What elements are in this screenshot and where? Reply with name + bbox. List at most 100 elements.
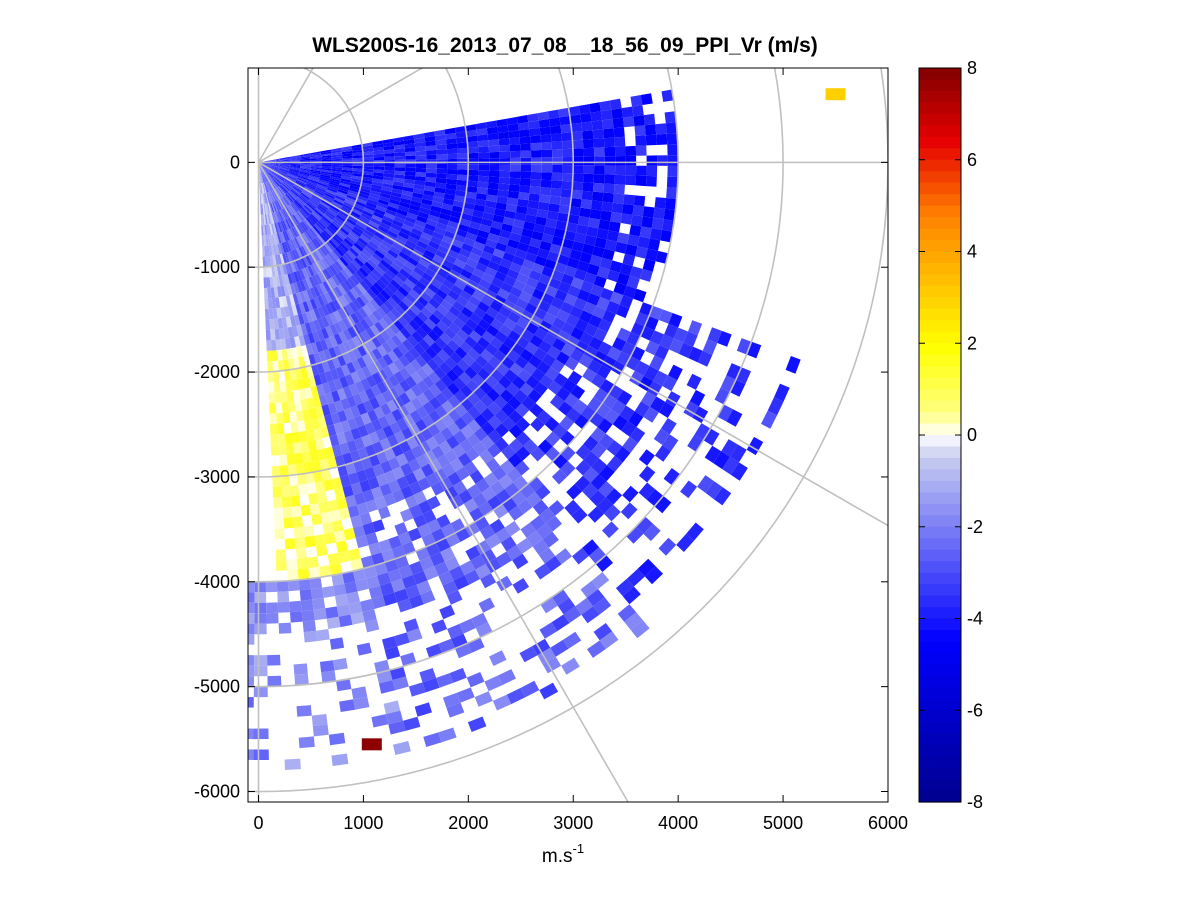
velocity-cell bbox=[480, 295, 494, 307]
velocity-cell bbox=[335, 540, 349, 553]
velocity-cell bbox=[649, 330, 665, 345]
velocity-cell bbox=[329, 222, 340, 232]
velocity-cell bbox=[477, 140, 489, 147]
velocity-cell bbox=[331, 170, 342, 174]
velocity-cell bbox=[626, 275, 640, 289]
velocity-cell bbox=[431, 201, 443, 208]
velocity-cell bbox=[373, 166, 385, 171]
velocity-cell bbox=[623, 116, 635, 128]
velocity-cell bbox=[554, 262, 567, 274]
velocity-cell bbox=[406, 212, 418, 220]
velocity-cell bbox=[293, 526, 305, 539]
velocity-cell bbox=[320, 293, 329, 305]
velocity-cell bbox=[287, 262, 294, 274]
velocity-cell bbox=[268, 266, 273, 278]
velocity-cell bbox=[282, 412, 291, 424]
velocity-cell bbox=[333, 422, 344, 435]
velocity-cell bbox=[517, 369, 532, 383]
velocity-cell bbox=[666, 133, 678, 145]
velocity-cell bbox=[520, 680, 540, 698]
velocity-cell bbox=[325, 325, 334, 338]
velocity-cell bbox=[363, 166, 374, 170]
velocity-cell bbox=[580, 112, 592, 123]
velocity-cell bbox=[483, 206, 496, 215]
velocity-cell bbox=[556, 351, 570, 365]
velocity-cell bbox=[576, 260, 590, 273]
velocity-cell bbox=[434, 379, 448, 393]
velocity-cell bbox=[416, 367, 429, 381]
velocity-cell bbox=[310, 151, 321, 155]
velocity-cell bbox=[349, 231, 360, 240]
velocity-cell bbox=[587, 640, 606, 658]
velocity-cell bbox=[384, 166, 395, 171]
velocity-cell bbox=[415, 146, 426, 152]
velocity-cell bbox=[436, 222, 448, 231]
velocity-cell bbox=[527, 113, 539, 123]
velocity-cell bbox=[604, 409, 620, 425]
velocity-cell bbox=[351, 146, 363, 151]
velocity-cell bbox=[515, 403, 530, 418]
velocity-cell bbox=[289, 189, 299, 198]
velocity-cell bbox=[451, 364, 465, 378]
velocity-cell bbox=[265, 170, 273, 179]
velocity-cell bbox=[478, 597, 495, 613]
velocity-cell bbox=[291, 379, 299, 391]
velocity-cell bbox=[274, 265, 279, 277]
velocity-cell bbox=[397, 286, 409, 297]
colorbar-step bbox=[919, 366, 961, 379]
velocity-cell bbox=[417, 523, 432, 538]
velocity-cell bbox=[275, 538, 286, 550]
velocity-cell bbox=[603, 183, 615, 194]
velocity-cell bbox=[382, 138, 394, 144]
velocity-cell bbox=[446, 148, 458, 155]
velocity-cell bbox=[492, 214, 505, 224]
velocity-cell bbox=[384, 212, 396, 220]
velocity-cell bbox=[268, 160, 280, 162]
velocity-cell bbox=[363, 154, 374, 158]
velocity-cell bbox=[337, 189, 348, 195]
velocity-cell bbox=[279, 156, 290, 160]
velocity-cell bbox=[294, 452, 304, 465]
velocity-cell bbox=[361, 179, 373, 185]
velocity-cell bbox=[509, 286, 523, 298]
velocity-cell bbox=[300, 158, 311, 161]
velocity-cell bbox=[307, 179, 319, 184]
velocity-cell bbox=[365, 444, 377, 457]
velocity-cell bbox=[321, 670, 336, 683]
velocity-cell bbox=[653, 370, 668, 386]
velocity-cell bbox=[321, 166, 332, 169]
velocity-cell bbox=[509, 137, 521, 145]
velocity-cell bbox=[297, 175, 309, 181]
velocity-cell bbox=[523, 439, 538, 454]
velocity-cell bbox=[294, 336, 301, 348]
velocity-cell bbox=[411, 227, 423, 237]
velocity-cell bbox=[527, 200, 539, 210]
velocity-cell bbox=[293, 314, 301, 326]
velocity-cell bbox=[654, 197, 667, 209]
velocity-cell bbox=[289, 165, 301, 169]
velocity-cell bbox=[475, 355, 489, 368]
velocity-cell bbox=[341, 150, 353, 155]
velocity-cell bbox=[298, 388, 307, 400]
velocity-cell bbox=[320, 199, 331, 207]
velocity-cell bbox=[287, 305, 294, 317]
velocity-cell bbox=[290, 283, 297, 295]
velocity-cell bbox=[367, 476, 380, 490]
velocity-cell bbox=[600, 287, 614, 301]
velocity-cell bbox=[443, 193, 456, 201]
x-tick-label: 1000 bbox=[343, 813, 383, 833]
velocity-cell bbox=[453, 480, 468, 495]
velocity-cell bbox=[598, 481, 615, 498]
velocity-cell bbox=[301, 191, 311, 199]
velocity-cell bbox=[487, 232, 500, 243]
velocity-cell bbox=[409, 561, 424, 575]
velocity-cell bbox=[746, 436, 764, 456]
velocity-cell bbox=[663, 468, 681, 486]
x-axis: 0 1000 2000 3000 4000 5000 6000 bbox=[253, 68, 908, 833]
velocity-cell bbox=[309, 321, 317, 333]
velocity-cell bbox=[310, 197, 320, 205]
velocity-cell bbox=[369, 255, 380, 266]
velocity-cell bbox=[326, 210, 336, 219]
velocity-cell bbox=[339, 242, 350, 253]
velocity-cell bbox=[622, 203, 634, 215]
